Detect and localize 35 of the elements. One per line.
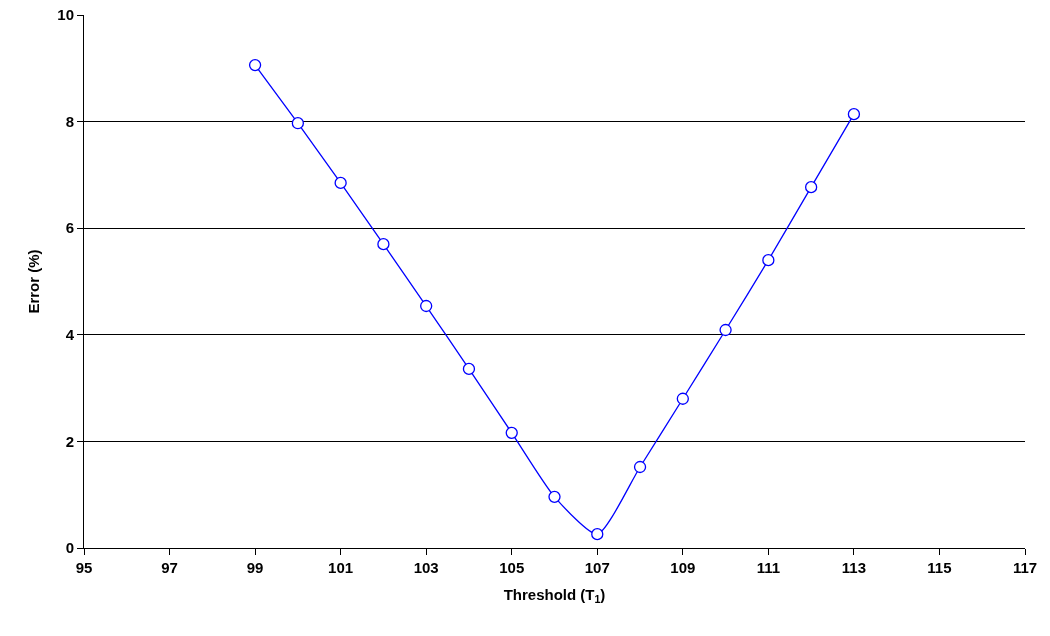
- point: [505, 426, 518, 440]
- point: [548, 490, 561, 503]
- point: [591, 527, 604, 541]
- x-tick-label: 105: [499, 559, 525, 576]
- y-tick-label: 10: [57, 6, 74, 24]
- point: [633, 460, 647, 474]
- y-tick-label: 2: [65, 432, 74, 450]
- x-tick-label: 99: [246, 559, 264, 576]
- point: [377, 238, 390, 251]
- point: [719, 323, 732, 337]
- y-tick-label: 4: [65, 326, 75, 344]
- x-tick-label: 115: [927, 559, 952, 576]
- x-tick-label: 109: [670, 559, 696, 576]
- point: [334, 176, 347, 190]
- x-tick-label: 103: [413, 559, 439, 576]
- x-tick-label: 117: [1012, 559, 1038, 576]
- x-tick-label: 101: [328, 559, 354, 576]
- x-axis-title: Threshold (T$_{1}$): [503, 586, 606, 606]
- x-tick-label: 111: [756, 559, 781, 576]
- y-tick-label: 8: [65, 112, 74, 130]
- point: [462, 362, 476, 376]
- y-tick-label: 6: [65, 219, 74, 237]
- point: [676, 392, 689, 405]
- point: [847, 107, 861, 121]
- x-tick-label: 95: [75, 559, 93, 576]
- y-tick-label: 0: [65, 539, 74, 557]
- point: [248, 58, 262, 72]
- point: [420, 299, 433, 313]
- x-tick-label: 107: [584, 559, 610, 576]
- y-axis-title: Error (%): [24, 249, 42, 314]
- point: [804, 181, 818, 194]
- point: [291, 117, 305, 130]
- x-tick-label: 113: [841, 559, 867, 576]
- x-tick-label: 97: [161, 559, 178, 576]
- point: [762, 254, 775, 267]
